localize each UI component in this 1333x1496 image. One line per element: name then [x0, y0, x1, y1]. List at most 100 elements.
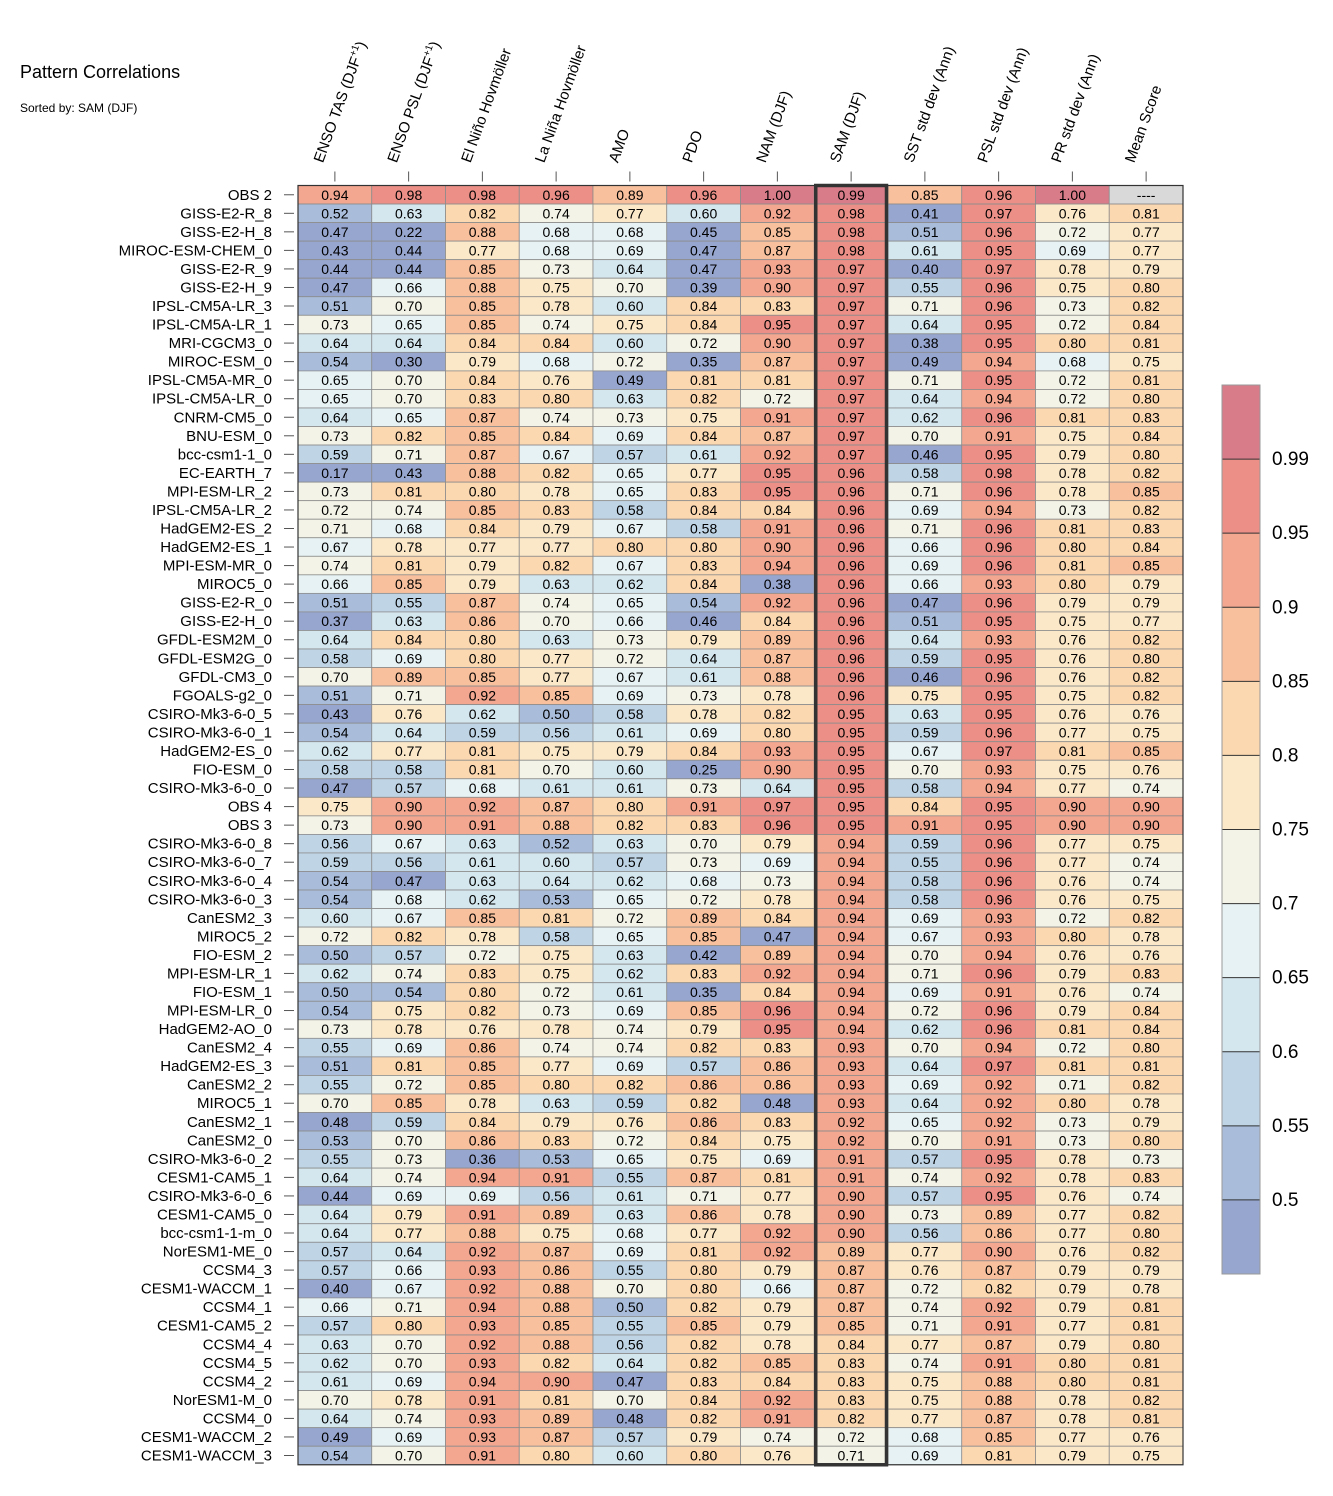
cell-value: 0.80: [616, 799, 643, 815]
cell-value: 0.95: [985, 706, 1012, 722]
cell-value: 0.79: [764, 1318, 791, 1334]
row-label: FIO-ESM_2: [193, 947, 272, 964]
row-label: CSIRO-Mk3-6-0_3: [148, 891, 272, 908]
cell-value: 0.70: [395, 372, 422, 388]
cell-value: 0.69: [395, 1429, 422, 1445]
cell-value: 0.51: [911, 613, 938, 629]
cell-value: 0.77: [690, 465, 717, 481]
cell-value: 0.69: [911, 984, 938, 1000]
cell-value: 0.92: [469, 1336, 496, 1352]
cell-value: 0.75: [1133, 354, 1160, 370]
cell-value: 0.96: [985, 187, 1012, 203]
column-header: AMO: [606, 127, 634, 165]
cell-value: 0.57: [616, 854, 643, 870]
cell-value: 0.45: [690, 224, 717, 240]
cell-value: 0.79: [616, 743, 643, 759]
cell-value: 0.79: [1059, 446, 1086, 462]
row-label: CCSM4_0: [203, 1410, 272, 1427]
cell-value: 0.69: [395, 650, 422, 666]
cell-value: 0.78: [1059, 483, 1086, 499]
cell-value: 0.97: [985, 261, 1012, 277]
cell-value: 0.73: [321, 1021, 348, 1037]
cell-value: 0.84: [764, 613, 791, 629]
cell-value: 0.82: [469, 1003, 496, 1019]
cell-value: 0.69: [911, 910, 938, 926]
cell-value: 0.91: [985, 428, 1012, 444]
cell-value: 0.81: [1059, 558, 1086, 574]
cell-value: 0.80: [1059, 1355, 1086, 1371]
cell-value: 0.69: [911, 558, 938, 574]
column-header: El Niño Hovmöller: [458, 46, 515, 165]
cell-value: 0.76: [1133, 762, 1160, 778]
cell-value: 0.94: [985, 391, 1012, 407]
row-label: CSIRO-Mk3-6-0_4: [148, 873, 272, 890]
cell-value: 0.80: [690, 539, 717, 555]
cell-value: 0.69: [764, 854, 791, 870]
cell-value: 0.72: [690, 335, 717, 351]
cell-value: 0.63: [469, 873, 496, 889]
cell-value: 0.71: [911, 965, 938, 981]
cell-value: 0.67: [321, 539, 348, 555]
cell-value: 0.96: [764, 817, 791, 833]
cell-value: 0.92: [764, 205, 791, 221]
cell-value: 0.72: [321, 928, 348, 944]
cell-value: 0.96: [838, 687, 865, 703]
row-label: MPI-ESM-MR_0: [163, 558, 272, 575]
row-label: CESM1-WACCM_2: [141, 1429, 272, 1446]
cell-value: 0.96: [985, 965, 1012, 981]
cell-value: 0.95: [985, 242, 1012, 258]
cell-value: 0.80: [543, 391, 570, 407]
cell-value: 0.46: [911, 669, 938, 685]
cell-value: 0.52: [321, 205, 348, 221]
cell-value: 0.75: [616, 317, 643, 333]
cell-value: 0.71: [395, 446, 422, 462]
cell-value: 0.61: [543, 780, 570, 796]
row-label: GISS-E2-R_9: [180, 261, 272, 278]
column-header: SST std dev (Ann): [901, 44, 959, 165]
cell-value: 0.55: [321, 1077, 348, 1093]
cell-value: 0.47: [911, 595, 938, 611]
cell-value: 0.76: [1059, 632, 1086, 648]
cell-value: 0.70: [616, 1392, 643, 1408]
cell-value: 0.92: [764, 1244, 791, 1260]
cell-value: 0.82: [764, 706, 791, 722]
cell-value: 0.74: [395, 1169, 422, 1185]
cell-value: 0.97: [764, 799, 791, 815]
cell-value: 0.73: [911, 1206, 938, 1222]
cell-value: 0.64: [543, 873, 570, 889]
colorbar-segment: [1222, 1199, 1260, 1275]
cell-value: 0.68: [690, 873, 717, 889]
row-label: HadGEM2-AO_0: [159, 1021, 272, 1038]
cell-value: 0.74: [543, 595, 570, 611]
cell-value: 0.78: [543, 298, 570, 314]
cell-value: 0.68: [543, 354, 570, 370]
cell-value: 0.83: [764, 298, 791, 314]
colorbar-segment: [1222, 607, 1260, 682]
cell-value: 0.95: [838, 817, 865, 833]
row-label: CanESM2_4: [187, 1040, 272, 1057]
cell-value: 0.97: [838, 279, 865, 295]
cell-value: 0.91: [985, 1355, 1012, 1371]
cell-value: 0.65: [616, 891, 643, 907]
cell-value: 0.87: [764, 650, 791, 666]
cell-value: 0.49: [911, 354, 938, 370]
cell-value: 0.81: [1059, 1058, 1086, 1074]
row-label: bcc-csm1-1-m_0: [160, 1225, 272, 1242]
cell-value: 0.73: [1059, 1132, 1086, 1148]
cell-value: 0.64: [911, 391, 938, 407]
cell-value: 0.73: [690, 854, 717, 870]
row-label: FGOALS-g2_0: [173, 687, 272, 704]
cell-value: 0.79: [1133, 261, 1160, 277]
cell-value: 0.58: [911, 873, 938, 889]
cell-value: 0.57: [616, 1429, 643, 1445]
cell-value: 0.85: [469, 298, 496, 314]
cell-value: 0.81: [1059, 409, 1086, 425]
cell-value: 0.74: [911, 1169, 938, 1185]
cell-value: 0.78: [1133, 1095, 1160, 1111]
cell-value: 0.69: [690, 724, 717, 740]
cell-value: 0.57: [911, 1151, 938, 1167]
cell-value: 0.90: [764, 335, 791, 351]
cell-value: 0.95: [764, 483, 791, 499]
cell-value: 0.93: [838, 1077, 865, 1093]
cell-value: 0.97: [985, 1058, 1012, 1074]
